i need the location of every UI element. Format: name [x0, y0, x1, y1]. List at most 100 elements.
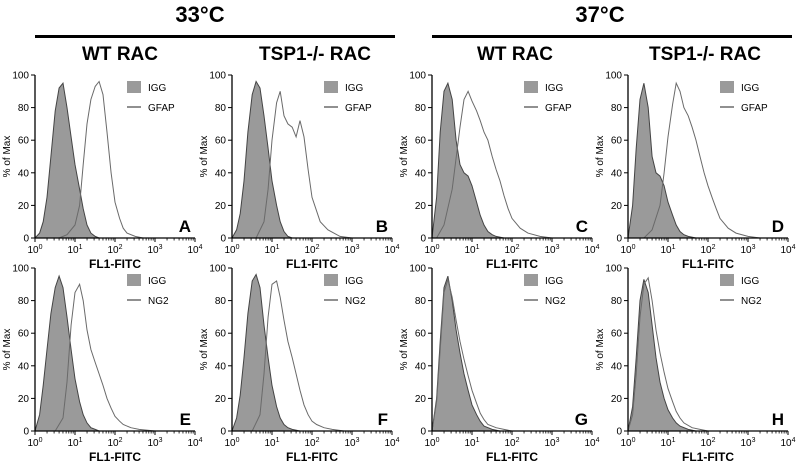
y-tick-label-h: 20	[611, 394, 623, 405]
y-axis-label-a: % of Max	[2, 136, 13, 178]
series-gfap-a	[58, 80, 155, 239]
x-tick-label-a: 103	[147, 244, 162, 256]
y-axis-label-d: % of Max	[595, 136, 606, 178]
y-tick-label-g: 0	[420, 427, 426, 438]
y-tick-label-c: 0	[420, 234, 426, 245]
y-tick-label-b: 100	[209, 71, 226, 82]
y-tick-label-h: 0	[616, 427, 622, 438]
histogram-panel-h: 0 20 40 60 80 100 100 101 102 103 104 % of Max FL1-F…	[595, 264, 796, 465]
legend-swatch-igg-f	[324, 274, 338, 286]
series-gfap-d	[643, 81, 761, 239]
temperature-header-37: 37°C	[575, 2, 625, 27]
series-gfap-c	[436, 90, 553, 239]
temperature-underline-37	[432, 35, 792, 38]
legend-swatch-igg-e	[127, 274, 141, 286]
x-tick-label-a: 104	[187, 244, 202, 256]
x-tick-label-g: 103	[544, 437, 559, 449]
y-tick-label-g: 80	[415, 296, 427, 307]
y-tick-label-f: 80	[215, 296, 227, 307]
panel-letter-d: D	[772, 217, 784, 236]
x-tick-label-g: 101	[464, 437, 479, 449]
histogram-panel-g: 0 20 40 60 80 100 100 101 102 103 104 % of Max FL1-F…	[399, 264, 600, 465]
y-tick-label-e: 40	[18, 361, 30, 372]
x-axis-label-f: FL1-FITC	[286, 450, 338, 464]
x-axis-label-e: FL1-FITC	[89, 450, 141, 464]
x-tick-label-e: 100	[27, 437, 42, 449]
histogram-panel-f: 0 20 40 60 80 100 100 101 102 103 104 % of Max FL1-F…	[199, 264, 400, 465]
x-tick-label-b: 100	[224, 244, 239, 256]
series-ng2-e	[54, 282, 156, 432]
x-axis-label-a: FL1-FITC	[89, 257, 141, 271]
x-tick-label-b: 103	[344, 244, 359, 256]
x-axis-label-g: FL1-FITC	[486, 450, 538, 464]
y-tick-label-d: 20	[611, 201, 623, 212]
y-tick-label-c: 60	[415, 136, 427, 147]
y-tick-label-h: 60	[611, 329, 623, 340]
group-header-wt-37: WT RAC	[477, 44, 553, 65]
y-tick-label-a: 80	[18, 103, 30, 114]
x-tick-label-d: 100	[620, 244, 635, 256]
y-axis-label-g: % of Max	[399, 329, 410, 371]
y-tick-label-c: 100	[409, 71, 426, 82]
x-tick-label-a: 100	[27, 244, 42, 256]
x-axis-label-h: FL1-FITC	[682, 450, 734, 464]
series-gfap-b	[255, 91, 353, 239]
y-tick-label-h: 100	[605, 264, 622, 275]
panel-letter-g: G	[575, 410, 588, 429]
panel-letter-f: F	[378, 410, 388, 429]
histogram-panel-b: 0 20 40 60 80 100 100 101 102 103 104 % of Max FL1-F…	[199, 71, 400, 272]
y-tick-label-c: 40	[415, 168, 427, 179]
legend-label-igg-h: IGG	[741, 276, 760, 287]
x-tick-label-e: 104	[187, 437, 202, 449]
x-tick-label-c: 100	[424, 244, 439, 256]
panel-letter-e: E	[180, 410, 191, 429]
legend-label-igg-a: IGG	[148, 83, 167, 94]
y-tick-label-e: 20	[18, 394, 30, 405]
x-tick-label-a: 101	[67, 244, 82, 256]
temperature-header-33: 33°C	[175, 2, 225, 27]
y-tick-label-f: 40	[215, 361, 227, 372]
y-tick-label-e: 60	[18, 329, 30, 340]
x-tick-label-h: 101	[660, 437, 675, 449]
y-axis-label-h: % of Max	[595, 329, 606, 371]
y-tick-label-f: 60	[215, 329, 227, 340]
x-tick-label-b: 101	[264, 244, 279, 256]
histogram-panel-a: 0 20 40 60 80 100 100 101 102 103 104 % of Max FL1-F…	[2, 71, 203, 272]
y-tick-label-a: 0	[23, 234, 29, 245]
x-axis-label-d: FL1-FITC	[682, 257, 734, 271]
x-tick-label-e: 103	[147, 437, 162, 449]
legend-label-gfap-d: GFAP	[741, 103, 768, 114]
x-tick-label-c: 104	[584, 244, 599, 256]
x-tick-label-h: 100	[620, 437, 635, 449]
y-tick-label-b: 20	[215, 201, 227, 212]
legend-swatch-igg-b	[324, 81, 338, 93]
y-tick-label-c: 80	[415, 103, 427, 114]
y-tick-label-b: 0	[220, 234, 226, 245]
y-tick-label-g: 40	[415, 361, 427, 372]
series-igg-c	[431, 81, 512, 239]
x-tick-label-g: 102	[504, 437, 519, 449]
panel-letter-a: A	[179, 217, 191, 236]
legend-label-gfap-b: GFAP	[345, 103, 372, 114]
series-ng2-f	[251, 280, 345, 432]
x-tick-label-b: 104	[384, 244, 399, 256]
group-header-tsp1-33: TSP1-/- RAC	[259, 44, 371, 65]
x-axis-label-c: FL1-FITC	[486, 257, 538, 271]
x-tick-label-f: 101	[264, 437, 279, 449]
y-tick-label-c: 20	[415, 201, 427, 212]
x-tick-label-c: 101	[464, 244, 479, 256]
legend-label-ng2-f: NG2	[345, 296, 366, 307]
y-axis-label-f: % of Max	[199, 329, 210, 371]
histogram-panel-e: 0 20 40 60 80 100 100 101 102 103 104 % of Max FL1-F…	[2, 264, 203, 465]
x-tick-label-f: 103	[344, 437, 359, 449]
legend-swatch-igg-h	[720, 274, 734, 286]
legend-label-ng2-h: NG2	[741, 296, 762, 307]
x-tick-label-e: 102	[107, 437, 122, 449]
x-axis-label-b: FL1-FITC	[286, 257, 338, 271]
legend-label-igg-g: IGG	[545, 276, 564, 287]
y-axis-label-b: % of Max	[199, 136, 210, 178]
legend-swatch-igg-d	[720, 81, 734, 93]
legend-swatch-igg-g	[524, 274, 538, 286]
